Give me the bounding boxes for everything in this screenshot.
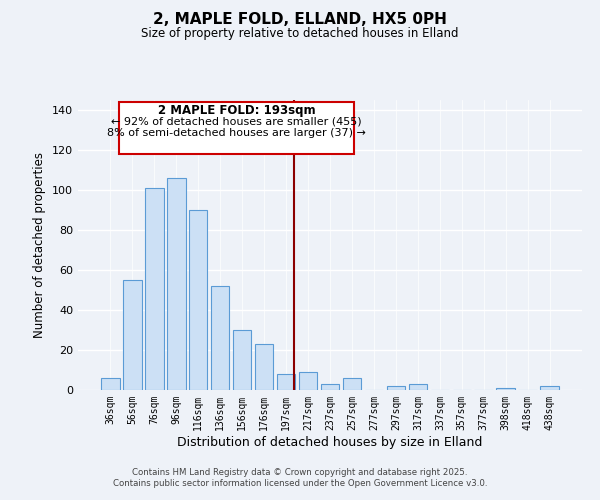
Bar	[299, 372, 317, 390]
Bar	[386, 386, 405, 390]
Bar	[343, 378, 361, 390]
Bar	[320, 384, 340, 390]
Bar	[541, 386, 559, 390]
Text: Contains HM Land Registry data © Crown copyright and database right 2025.
Contai: Contains HM Land Registry data © Crown c…	[113, 468, 487, 487]
Text: 2 MAPLE FOLD: 193sqm: 2 MAPLE FOLD: 193sqm	[158, 104, 316, 117]
X-axis label: Distribution of detached houses by size in Elland: Distribution of detached houses by size …	[178, 436, 482, 448]
Bar	[101, 378, 119, 390]
Bar	[496, 388, 515, 390]
Bar	[145, 188, 164, 390]
Text: ← 92% of detached houses are smaller (455): ← 92% of detached houses are smaller (45…	[111, 116, 362, 126]
Bar	[277, 374, 295, 390]
Bar	[409, 384, 427, 390]
Bar	[123, 280, 142, 390]
Text: Size of property relative to detached houses in Elland: Size of property relative to detached ho…	[141, 28, 459, 40]
Bar	[189, 210, 208, 390]
FancyBboxPatch shape	[119, 102, 354, 154]
Text: 8% of semi-detached houses are larger (37) →: 8% of semi-detached houses are larger (3…	[107, 128, 366, 138]
Y-axis label: Number of detached properties: Number of detached properties	[34, 152, 46, 338]
Bar	[255, 344, 274, 390]
Bar	[211, 286, 229, 390]
Text: 2, MAPLE FOLD, ELLAND, HX5 0PH: 2, MAPLE FOLD, ELLAND, HX5 0PH	[153, 12, 447, 28]
Bar	[233, 330, 251, 390]
Bar	[167, 178, 185, 390]
